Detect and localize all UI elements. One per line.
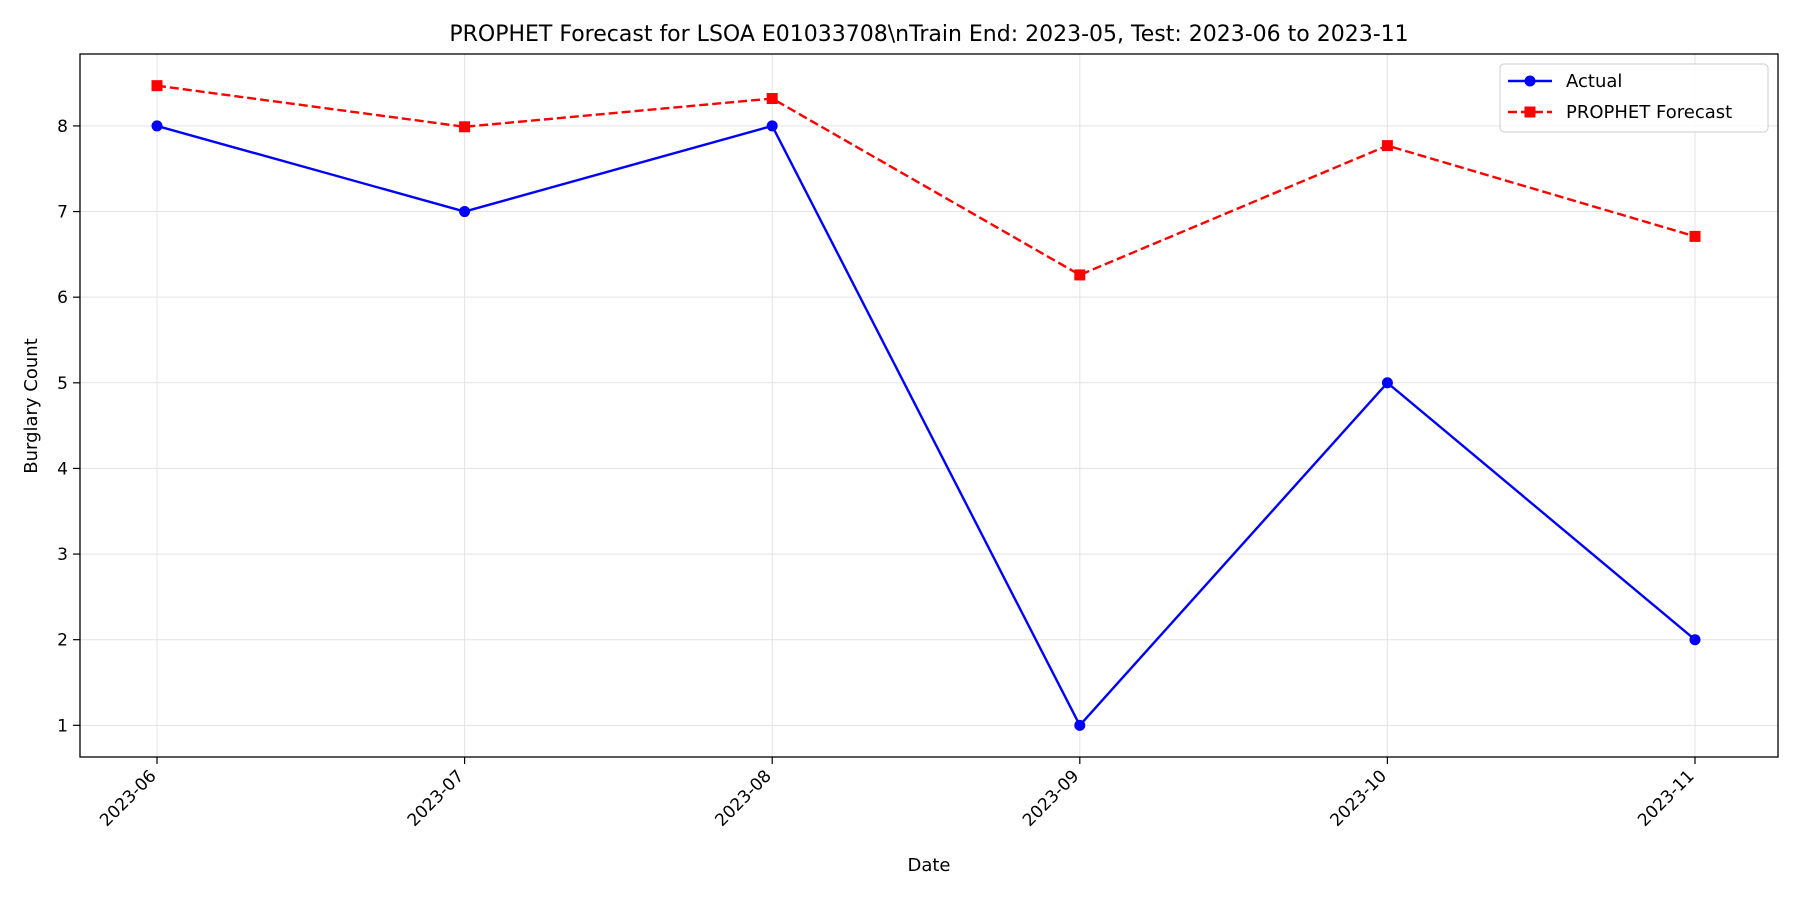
data-point bbox=[1074, 719, 1086, 731]
plot-frame bbox=[79, 53, 1779, 758]
x-tick-label: 2023-10 bbox=[1327, 766, 1391, 830]
series-2 bbox=[151, 80, 1701, 281]
x-tick-label: 2023-11 bbox=[1634, 766, 1698, 830]
legend-label: PROPHET Forecast bbox=[1566, 102, 1732, 123]
series-line bbox=[156, 124, 1696, 727]
data-point bbox=[151, 80, 163, 92]
y-tick-label: 1 bbox=[57, 716, 68, 736]
data-point bbox=[459, 121, 471, 133]
y-tick-label: 2 bbox=[57, 631, 68, 651]
data-point bbox=[1689, 230, 1701, 242]
data-point bbox=[1074, 269, 1086, 281]
data-point bbox=[151, 120, 163, 132]
series-line bbox=[156, 84, 1696, 277]
legend: Actual PROPHET Forecast bbox=[1499, 63, 1769, 133]
x-tick-label: 2023-07 bbox=[404, 766, 468, 830]
grid bbox=[80, 54, 1778, 757]
data-point bbox=[766, 120, 778, 132]
data-point bbox=[766, 93, 778, 105]
y-tick-label: 4 bbox=[57, 459, 68, 479]
legend-marker bbox=[1524, 75, 1536, 87]
y-tick-label: 8 bbox=[57, 117, 68, 137]
y-tick-label: 7 bbox=[57, 203, 68, 223]
legend-box bbox=[1499, 63, 1769, 133]
x-tick-label: 2023-08 bbox=[711, 766, 775, 830]
series-layer bbox=[151, 80, 1701, 731]
y-tick-label: 3 bbox=[57, 545, 68, 565]
legend-marker bbox=[1524, 106, 1536, 118]
data-point bbox=[459, 206, 471, 218]
data-point bbox=[1689, 634, 1701, 646]
y-tick-label: 5 bbox=[57, 374, 68, 394]
y-tick-label: 6 bbox=[57, 288, 68, 308]
x-tick-label: 2023-06 bbox=[96, 766, 160, 830]
x-tick-label: 2023-09 bbox=[1019, 766, 1083, 830]
data-point bbox=[1381, 140, 1393, 152]
x-axis: 2023-06 2023-07 2023-08 2023-09 2023-10 2023-… bbox=[96, 757, 1699, 831]
y-axis: 1 2 3 4 5 6 7 8 bbox=[57, 117, 80, 736]
series-1 bbox=[151, 120, 1701, 731]
y-axis-label: Burglary Count bbox=[21, 338, 42, 474]
x-axis-label: Date bbox=[907, 855, 950, 876]
data-point bbox=[1381, 377, 1393, 389]
legend-label: Actual bbox=[1566, 71, 1622, 92]
chart-title: PROPHET Forecast for LSOA E01033708\nTra… bbox=[449, 22, 1408, 47]
